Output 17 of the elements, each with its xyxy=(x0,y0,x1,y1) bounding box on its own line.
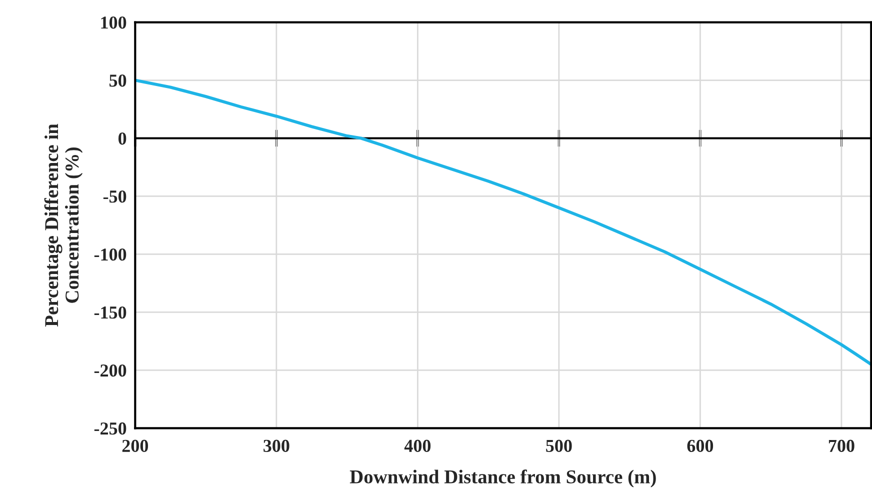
y-tick-label: -50 xyxy=(103,190,126,203)
x-tick-label: 700 xyxy=(828,440,854,452)
x-tick-label: 300 xyxy=(264,440,290,452)
y-tick-label: -200 xyxy=(94,364,126,377)
x-tick-label: 400 xyxy=(404,440,431,452)
y-tick-label: -100 xyxy=(94,248,126,261)
y-tick-label: 0 xyxy=(118,132,126,145)
y-axis-title: Percentage Difference in Concentration (%) xyxy=(44,124,83,327)
x-tick-label: 500 xyxy=(546,440,572,452)
y-tick-label: 50 xyxy=(109,74,126,87)
line-series xyxy=(135,78,872,366)
x-axis-title: Downwind Distance from Source (m) xyxy=(350,470,656,488)
y-tick-label: -150 xyxy=(94,306,126,319)
y-tick-label: 100 xyxy=(101,16,126,29)
y-tick-label: -250 xyxy=(94,422,126,435)
x-tick-label: 600 xyxy=(687,440,714,452)
x-tick-label: 200 xyxy=(122,440,148,452)
